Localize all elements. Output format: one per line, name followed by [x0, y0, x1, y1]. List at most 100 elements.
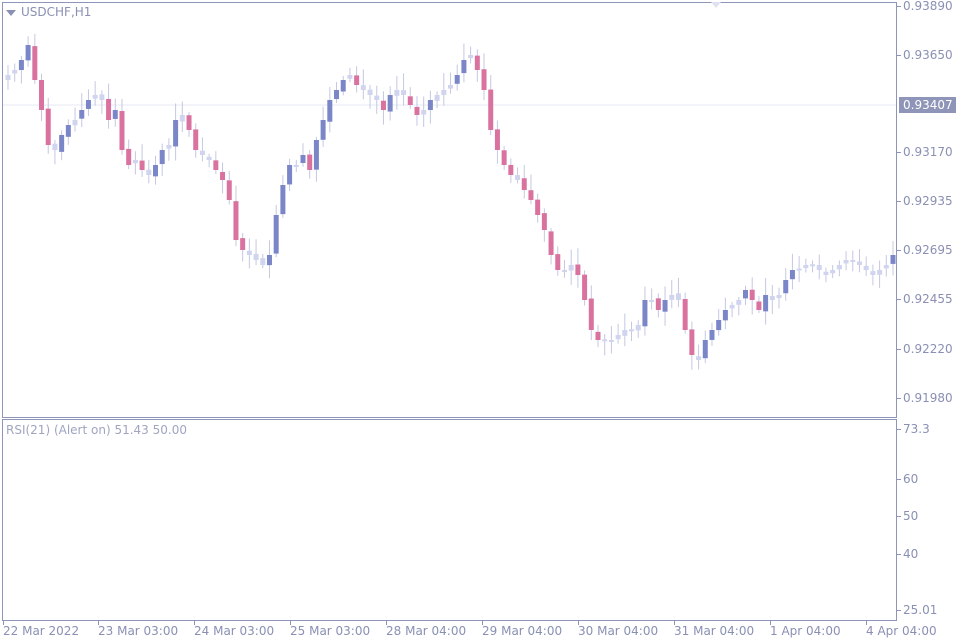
chart-shift-marker-icon[interactable]	[711, 2, 721, 8]
candle-body	[313, 140, 319, 170]
candle-body	[45, 108, 51, 145]
candle-body	[796, 268, 802, 271]
time-axis-tick	[674, 621, 675, 625]
candle-body	[575, 264, 581, 275]
candle-body	[588, 298, 594, 330]
candle-body	[682, 298, 688, 330]
candle-body	[521, 178, 527, 190]
candle-body	[468, 55, 474, 59]
candle-body	[119, 111, 125, 150]
candle-body	[629, 329, 635, 332]
time-axis-tick	[194, 621, 195, 625]
time-axis-label: 31 Mar 04:00	[674, 624, 755, 638]
candle-body	[5, 75, 11, 80]
candle-body	[273, 215, 279, 254]
candle-body	[474, 55, 480, 70]
candle-body	[481, 69, 487, 90]
candle-body	[595, 331, 601, 340]
candle-body	[300, 155, 306, 164]
candle-body	[461, 60, 467, 74]
price-axis-label: 0.93650	[903, 48, 953, 62]
candle-body	[32, 46, 38, 80]
candle-body	[173, 120, 179, 147]
candle-body	[890, 255, 896, 264]
candle-body	[528, 190, 534, 200]
candle-body	[716, 320, 722, 331]
candle-body	[401, 90, 407, 95]
candle-body	[508, 164, 514, 175]
candle-body	[789, 270, 795, 280]
candle-body	[220, 171, 226, 180]
candle-body	[246, 250, 252, 255]
candle-body	[293, 165, 299, 167]
candle-body	[441, 90, 447, 95]
candle-body	[622, 330, 628, 336]
candle-body	[112, 110, 118, 119]
candle-body	[501, 150, 507, 165]
rsi-axis-label: 25.01	[903, 603, 938, 617]
candle-body	[166, 145, 172, 149]
candle-body	[608, 340, 614, 342]
rsi-axis-label: 60	[903, 471, 919, 486]
candle-body	[689, 329, 695, 355]
candle-body	[548, 231, 554, 255]
candle-body	[92, 95, 98, 99]
rsi-axis-tick	[897, 553, 901, 555]
price-axis-tick	[897, 6, 901, 7]
candle-body	[414, 106, 420, 115]
candle-body	[856, 261, 862, 265]
candle-body	[810, 264, 816, 267]
candle-body	[635, 325, 641, 331]
candle-body	[126, 148, 132, 165]
candle-body	[722, 310, 728, 321]
candle-body	[749, 289, 755, 300]
candle-body	[72, 120, 78, 126]
rsi-indicator-pane[interactable]	[2, 419, 897, 621]
time-axis-tick	[770, 621, 771, 625]
price-axis-label: 0.92695	[903, 243, 953, 257]
candle-body	[515, 175, 521, 180]
rsi-axis-label: 50	[903, 509, 919, 524]
rsi-axis-tick	[897, 610, 901, 611]
price-axis-label: 0.91980	[903, 391, 953, 405]
candle-body	[830, 270, 836, 274]
price-axis-label: 0.92455	[903, 292, 953, 306]
time-axis-tick	[386, 621, 387, 625]
candle-body	[139, 160, 145, 170]
candle-body	[696, 356, 702, 360]
candle-body	[320, 120, 326, 140]
candle-body	[421, 110, 427, 115]
candle-body	[709, 330, 715, 340]
candle-body	[354, 75, 360, 85]
price-axis-tick	[897, 55, 901, 56]
candle-body	[146, 169, 152, 175]
candle-body	[99, 94, 105, 100]
time-axis-tick	[3, 621, 4, 625]
current-price-label: 0.93407	[899, 97, 956, 113]
time-axis-tick	[290, 621, 291, 625]
candle-body	[649, 300, 655, 302]
candle-body	[59, 135, 65, 152]
candle-body	[260, 258, 266, 265]
candle-body	[454, 75, 460, 84]
candle-body	[877, 270, 883, 275]
symbol-timeframe-label: USDCHF,H1	[21, 5, 92, 19]
price-axis-tick	[897, 201, 901, 202]
time-axis-tick	[98, 621, 99, 625]
price-chart-pane[interactable]	[2, 2, 897, 418]
dropdown-triangle-icon[interactable]	[6, 9, 16, 16]
candle-body	[18, 60, 24, 71]
price-axis-tick	[897, 299, 901, 300]
candle-body	[863, 265, 869, 270]
candle-body	[675, 293, 681, 300]
price-axis-label: 0.92220	[903, 342, 953, 356]
candle-body	[79, 110, 85, 119]
time-axis-label: 24 Mar 03:00	[194, 624, 275, 638]
candle-body	[427, 100, 433, 111]
candle-body	[193, 129, 199, 150]
candle-body	[347, 75, 353, 79]
candle-body	[582, 274, 588, 300]
candle-body	[307, 154, 313, 170]
candle-body	[669, 295, 675, 300]
candle-body	[836, 265, 842, 270]
